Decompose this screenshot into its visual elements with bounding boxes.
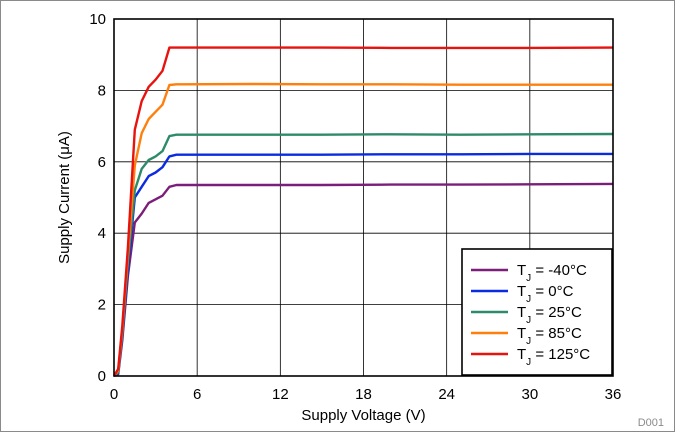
x-tick-label-3: 18 — [355, 386, 372, 403]
x-tick-label-1: 6 — [193, 386, 201, 403]
legend: TJ = -40°CTJ = 0°CTJ = 25°CTJ = 85°CTJ =… — [461, 248, 613, 376]
legend-label-4: TJ = 125°C — [517, 346, 590, 368]
y-tick-label-0: 0 — [98, 368, 106, 385]
y-tick-label-4: 8 — [98, 82, 106, 99]
x-tick-label-6: 36 — [605, 386, 622, 403]
x-tick-label-2: 12 — [272, 386, 289, 403]
x-tick-label-0: 0 — [110, 386, 118, 403]
y-tick-label-3: 6 — [98, 154, 106, 171]
series-lines — [112, 46, 614, 378]
legend-label-0: TJ = -40°C — [517, 262, 587, 284]
plot-area-border — [113, 18, 614, 377]
legend-label-1: TJ = 0°C — [517, 283, 574, 305]
legend-label-2: TJ = 25°C — [517, 304, 582, 326]
x-axis-label: Supply Voltage (V) — [301, 407, 425, 424]
x-tick-labels: 0 6 12 18 24 30 36 — [110, 386, 622, 403]
figure-id-label: D001 — [638, 417, 664, 429]
x-tick-label-5: 30 — [521, 386, 538, 403]
y-axis-label: Supply Current (μA) — [56, 131, 73, 264]
y-tick-label-2: 4 — [98, 225, 106, 242]
legend-label-3: TJ = 85°C — [517, 325, 582, 347]
series-line-4 — [112, 46, 614, 377]
x-tick-label-4: 24 — [438, 386, 455, 403]
y-tick-label-5: 10 — [89, 11, 106, 28]
y-tick-labels: 0 2 4 6 8 10 — [89, 11, 106, 385]
y-tick-label-1: 2 — [98, 297, 106, 314]
